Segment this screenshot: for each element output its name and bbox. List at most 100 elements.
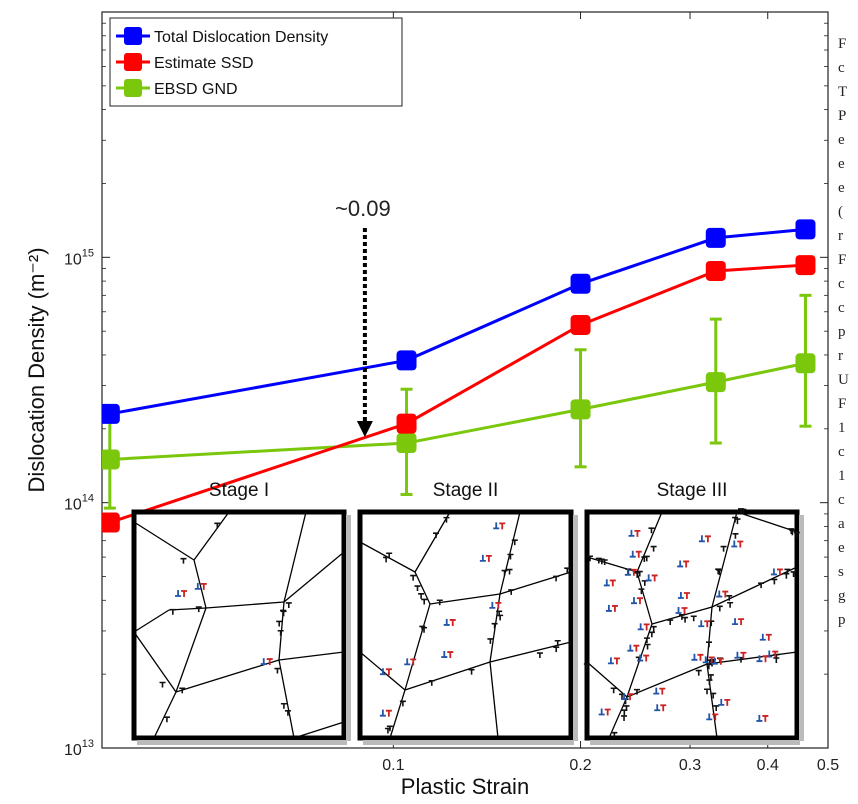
boundary-dislocation [497, 614, 504, 621]
positive-dislocation [651, 574, 658, 582]
y-tick-label: 1014 [64, 493, 94, 514]
boundary-dislocation [704, 688, 711, 695]
boundary-dislocation [179, 687, 186, 694]
grain-boundary [278, 659, 295, 739]
positive-dislocation [633, 644, 640, 652]
boundary-dislocation [383, 556, 390, 563]
boundary-dislocation [163, 716, 170, 723]
positive-dislocation [181, 590, 188, 598]
boundary-dislocation [410, 574, 417, 581]
boundary-dislocation [554, 639, 561, 646]
positive-dislocation [630, 568, 637, 576]
boundary-dislocation [468, 668, 475, 675]
grain-boundary [133, 521, 195, 561]
side-text-fragment: e [838, 180, 845, 196]
grain-boundary [711, 566, 798, 608]
positive-dislocation [447, 651, 454, 659]
boundary-dislocation [536, 652, 543, 659]
grain-boundary [499, 511, 521, 595]
positive-dislocation [200, 582, 207, 590]
boundary-dislocation [276, 620, 283, 627]
grain-boundary [706, 606, 713, 665]
data-point [795, 255, 816, 276]
axis-labels: Plastic Strain Dislocation Density (m⁻²) [24, 247, 529, 799]
negative-dislocation [654, 704, 661, 712]
boundary-dislocation [758, 582, 765, 589]
grain-boundary [175, 659, 280, 693]
boundary-dislocation [706, 641, 713, 648]
stage-inset-3 [583, 508, 804, 745]
positive-dislocation [762, 655, 769, 663]
positive-dislocation [660, 704, 667, 712]
boundary-dislocation [706, 679, 713, 686]
series-estimate-ssd [102, 255, 816, 533]
boundary-dislocation [682, 616, 689, 623]
inset-shadow [137, 740, 347, 745]
grain-boundary [153, 691, 177, 739]
positive-dislocation [683, 560, 690, 568]
inset-shadow [573, 515, 578, 741]
annotation-arrow-head [356, 421, 373, 438]
grain-boundary [283, 551, 345, 603]
boundary-dislocation [610, 687, 617, 694]
negative-dislocation [698, 535, 705, 543]
grain-boundary [414, 511, 451, 573]
side-text-fragment: c [838, 276, 845, 292]
inset-frame [584, 509, 800, 741]
side-text-fragment: e [838, 540, 845, 556]
negative-dislocation [637, 623, 644, 631]
boundary-dislocation [553, 646, 560, 653]
inset-shadow [590, 740, 800, 745]
negative-dislocation [716, 590, 723, 598]
side-text-fragment: F [838, 252, 846, 268]
positive-dislocation [627, 693, 634, 701]
side-text-fragment: ( [838, 204, 843, 220]
legend-marker [124, 53, 142, 71]
side-text-fragment: r [838, 228, 843, 244]
data-point [396, 413, 417, 434]
side-text-fragment: c [838, 300, 845, 316]
side-text-fragment: a [838, 516, 845, 532]
y-tick-label: 1015 [64, 247, 94, 268]
side-text-fragment: p [838, 324, 846, 340]
negative-dislocation [731, 540, 738, 548]
boundary-dislocation [710, 692, 717, 699]
series-total-dislocation-density [102, 219, 816, 424]
annotation-label: ~0.09 [335, 196, 391, 221]
positive-dislocation [704, 535, 711, 543]
boundary-dislocation [586, 555, 593, 562]
positive-dislocation [611, 605, 618, 612]
side-text-fragment: 1 [838, 420, 846, 436]
positive-dislocation [681, 607, 688, 615]
grain-boundary [711, 511, 738, 608]
boundary-dislocation [695, 669, 702, 676]
negative-dislocation [607, 657, 614, 665]
boundary-dislocation [419, 625, 426, 632]
grain-boundary [636, 571, 653, 625]
boundary-dislocation [633, 688, 640, 695]
positive-dislocation [385, 668, 392, 676]
side-text-fragment: s [838, 564, 844, 580]
grain-boundary [706, 663, 718, 739]
data-point [795, 219, 816, 240]
grain-boundary [193, 559, 207, 609]
negative-dislocation [698, 620, 705, 628]
boundary-dislocation [713, 705, 720, 711]
boundary-dislocation [180, 557, 187, 564]
boundary-dislocation [650, 545, 657, 552]
boundary-dislocation [643, 637, 650, 644]
boundary-dislocation [634, 572, 641, 578]
grain-boundary [278, 651, 345, 661]
boundary-dislocation [789, 529, 796, 536]
grain-boundary [489, 661, 499, 739]
positive-dislocation [697, 653, 704, 661]
grain-boundary [736, 511, 798, 533]
negative-dislocation [379, 668, 386, 676]
legend-box [109, 17, 403, 107]
boundary-dislocation [418, 592, 425, 599]
positive-dislocation [449, 619, 456, 626]
legend-label: Total Dislocation Density [154, 29, 328, 46]
boundary-dislocation [638, 588, 645, 595]
